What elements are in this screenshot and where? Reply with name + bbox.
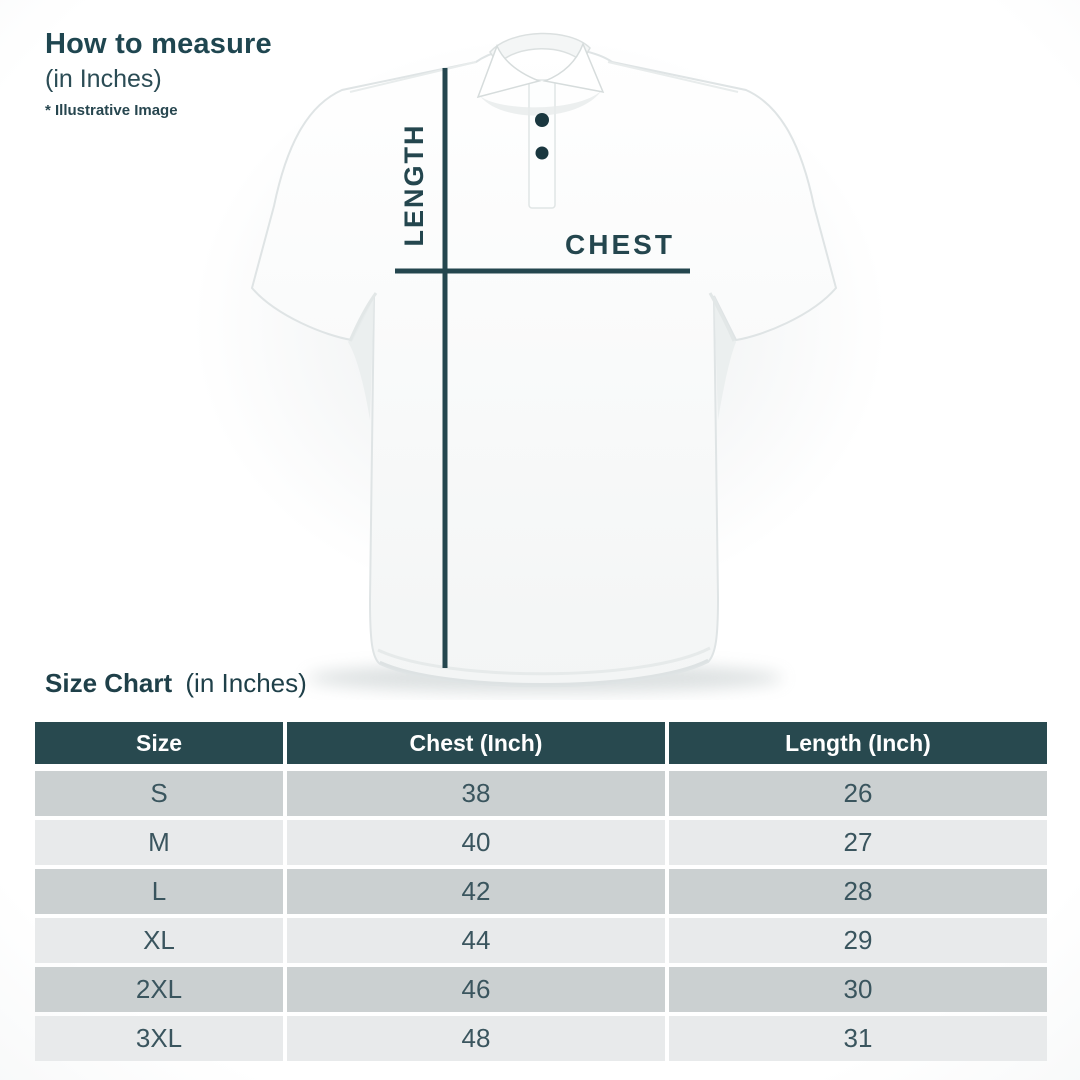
- size-cell: XL: [35, 918, 283, 963]
- size-chart-title: Size Chart: [45, 668, 173, 698]
- collar-shadow: [480, 90, 602, 116]
- table-row: L 42 28: [35, 869, 1047, 914]
- size-cell: L: [35, 869, 283, 914]
- shirt-body: [250, 44, 838, 688]
- size-cell: 2XL: [35, 967, 283, 1012]
- polo-shirt-illustration: [240, 0, 840, 700]
- hem-crease: [377, 646, 711, 676]
- table-row: M 40 27: [35, 820, 1047, 865]
- shirt-underarm-shade-right: [714, 296, 736, 420]
- size-chart-title-suffix: (in Inches): [185, 668, 307, 698]
- table-row: 2XL 46 30: [35, 967, 1047, 1012]
- table-body: S 38 26 M 40 27 L 42 28 XL 44 29 2XL 46: [35, 771, 1047, 1061]
- polo-shirt-graphic: [250, 32, 838, 693]
- table-row: XL 44 29: [35, 918, 1047, 963]
- chest-cell: 38: [287, 771, 665, 816]
- chest-cell: 48: [287, 1016, 665, 1061]
- length-measure-label: LENGTH: [399, 123, 429, 247]
- table-row: S 38 26: [35, 771, 1047, 816]
- shoulder-seam-left: [349, 61, 477, 93]
- how-to-measure-heading: How to measure (in Inches) * Illustrativ…: [45, 28, 272, 119]
- placket: [528, 79, 556, 209]
- button-bottom: [535, 146, 549, 160]
- chest-cell: 42: [287, 869, 665, 914]
- column-header-size: Size: [35, 722, 283, 764]
- length-cell: 31: [669, 1016, 1047, 1061]
- table-header-row: Size Chest (Inch) Length (Inch): [35, 722, 1047, 764]
- size-chart-heading: Size Chart (in Inches): [45, 668, 307, 699]
- size-cell: 3XL: [35, 1016, 283, 1061]
- hem-edge: [379, 658, 709, 686]
- sleeve-crease-left: [348, 292, 378, 342]
- button-top: [535, 113, 549, 127]
- column-header-length: Length (Inch): [669, 722, 1047, 764]
- chest-cell: 40: [287, 820, 665, 865]
- table-row: 3XL 48 31: [35, 1016, 1047, 1061]
- chest-cell: 44: [287, 918, 665, 963]
- length-cell: 29: [669, 918, 1047, 963]
- column-header-chest: Chest (Inch): [287, 722, 665, 764]
- collar-flap-right: [542, 41, 605, 93]
- illustrative-image-note: * Illustrative Image: [45, 102, 178, 119]
- collar-flap-left: [476, 44, 542, 99]
- page-title: How to measure: [45, 28, 272, 60]
- page-subtitle: (in Inches): [45, 65, 162, 93]
- length-cell: 27: [669, 820, 1047, 865]
- size-chart-table: Size Chest (Inch) Length (Inch) S 38 26 …: [35, 722, 1047, 1061]
- sleeve-crease-right: [708, 292, 736, 342]
- length-cell: 30: [669, 967, 1047, 1012]
- chest-measure-label: CHEST: [565, 229, 675, 260]
- chest-cell: 46: [287, 967, 665, 1012]
- size-cell: S: [35, 771, 283, 816]
- shirt-underarm-shade-left: [348, 296, 374, 420]
- length-cell: 26: [669, 771, 1047, 816]
- length-cell: 28: [669, 869, 1047, 914]
- shoulder-seam-right: [607, 61, 739, 93]
- size-cell: M: [35, 820, 283, 865]
